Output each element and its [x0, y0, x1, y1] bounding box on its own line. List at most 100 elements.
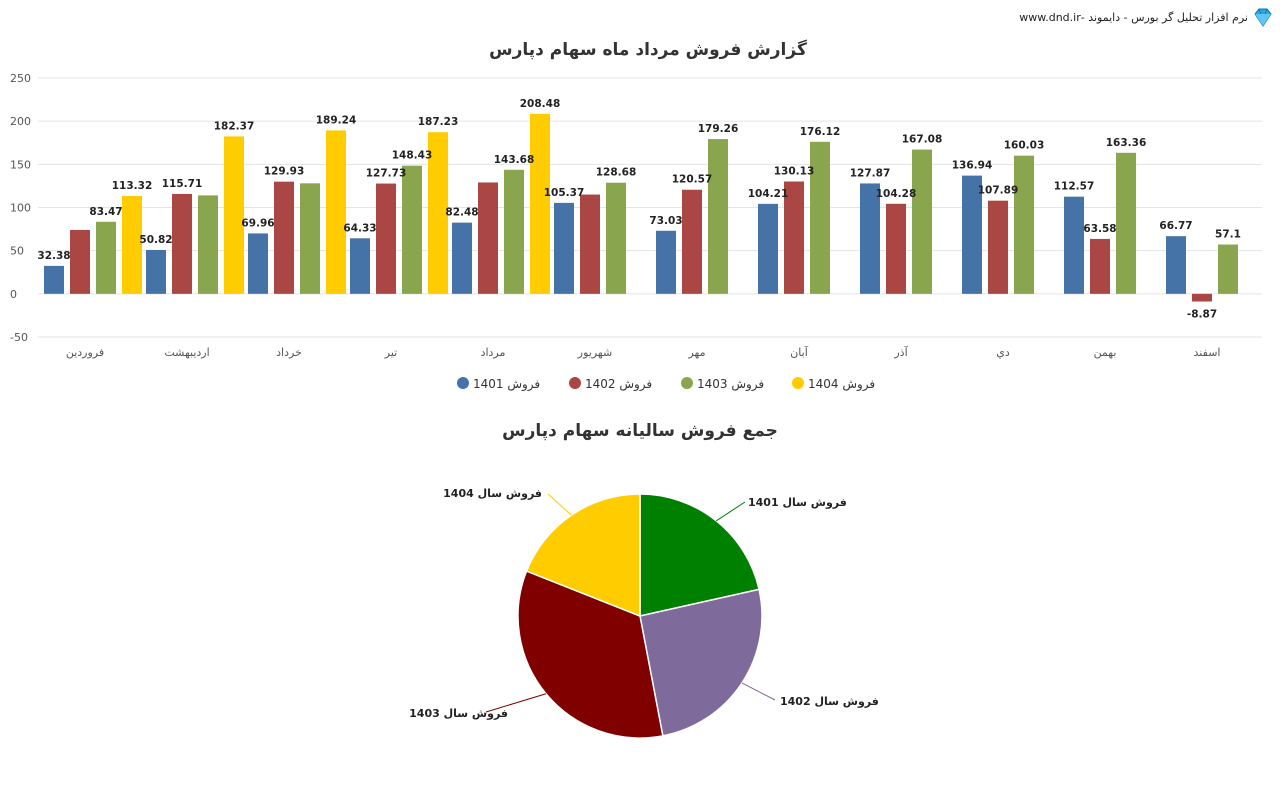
data-label: 167.08 — [902, 134, 943, 146]
data-label: 57.1 — [1215, 229, 1241, 241]
bar — [708, 139, 728, 294]
bar-chart-legend: فروش 1401 فروش 1402 فروش 1403 فروش 1404 — [457, 377, 875, 392]
bar — [962, 175, 982, 294]
legend-label: فروش 1401 — [473, 377, 540, 392]
data-label: 104.28 — [876, 188, 917, 200]
bar — [376, 183, 396, 294]
data-label: 83.47 — [89, 206, 122, 218]
data-label: 63.58 — [1083, 223, 1116, 235]
bar — [758, 203, 778, 294]
bar — [504, 169, 524, 294]
x-tick-label: بهمن — [1094, 346, 1117, 359]
data-label: 115.71 — [162, 178, 203, 190]
bar — [1064, 196, 1084, 294]
y-tick-label: 50 — [10, 245, 24, 258]
data-label: 113.32 — [112, 180, 153, 192]
bar — [224, 136, 244, 294]
pie-label: فروش سال 1402 — [780, 695, 879, 708]
data-label: 130.13 — [774, 165, 815, 177]
legend-label: فروش 1402 — [585, 377, 652, 392]
data-label: 129.93 — [264, 166, 305, 178]
data-label: 105.37 — [544, 187, 585, 199]
y-tick-label: -50 — [10, 331, 28, 344]
bar — [96, 221, 116, 294]
bar — [1014, 155, 1034, 294]
y-tick-label: 0 — [10, 288, 17, 301]
bar — [300, 183, 320, 294]
pie-chart-labels: فروش سال 1401 فروش سال 1402 فروش سال 1403 ف… — [409, 487, 879, 720]
x-tick-label: آذر — [893, 345, 908, 359]
data-label: -8.87 — [1187, 308, 1217, 320]
data-label: 127.87 — [850, 167, 891, 179]
data-label: 112.57 — [1054, 181, 1095, 193]
bar-chart-bars — [44, 113, 1238, 302]
bar — [656, 230, 676, 294]
bar — [402, 165, 422, 294]
pie-slice — [517, 570, 664, 739]
data-label: 128.68 — [596, 167, 637, 179]
data-label: 176.12 — [800, 126, 841, 138]
data-label: 189.24 — [316, 114, 357, 126]
bar — [452, 222, 472, 294]
bar — [580, 194, 600, 294]
data-label: 136.94 — [952, 160, 993, 172]
data-label: 32.38 — [37, 250, 70, 262]
x-tick-label: مرداد — [481, 346, 506, 359]
x-tick-label: دي — [996, 346, 1010, 359]
pie-leader-line — [741, 682, 776, 701]
data-label: 64.33 — [343, 222, 376, 234]
bar — [682, 189, 702, 294]
x-tick-label: آبان — [790, 345, 808, 359]
diamond-icon — [1254, 8, 1272, 27]
bar — [784, 181, 804, 294]
legend-marker — [681, 377, 693, 389]
data-label: 82.48 — [445, 207, 478, 219]
data-label: 208.48 — [520, 98, 561, 110]
bar — [860, 183, 880, 294]
y-tick-label: 200 — [10, 115, 31, 128]
bar — [350, 238, 370, 294]
data-label: 69.96 — [241, 217, 274, 229]
bar-chart-data-labels: 32.38 83.47 113.32 50.82 115.71 182.37 69.96 12… — [37, 98, 1241, 321]
brand-text: نرم افزار تحلیل گر بورس - دایموند -www.d… — [1019, 10, 1248, 24]
y-tick-label: 100 — [10, 202, 31, 215]
pie-leader-line — [547, 493, 572, 516]
brand-header: نرم افزار تحلیل گر بورس - دایموند -www.d… — [1019, 6, 1274, 28]
bar — [912, 149, 932, 294]
bar — [248, 233, 268, 294]
bar — [810, 141, 830, 294]
data-label: 182.37 — [214, 120, 255, 132]
data-label: 107.89 — [978, 185, 1019, 197]
bar — [146, 249, 166, 294]
bar — [988, 200, 1008, 294]
x-tick-label: تیر — [384, 346, 397, 359]
pie-chart-title: جمع فروش سالیانه سهام دپارس — [502, 421, 778, 441]
data-label: 160.03 — [1004, 140, 1045, 152]
bar — [1090, 238, 1110, 294]
y-tick-label: 250 — [10, 72, 31, 85]
bar — [1218, 244, 1238, 294]
pie-leader-line — [716, 501, 746, 522]
data-label: 179.26 — [698, 123, 739, 135]
y-tick-label: 150 — [10, 158, 31, 171]
data-label: 66.77 — [1159, 220, 1192, 232]
bar — [70, 229, 90, 294]
legend-marker — [792, 377, 804, 389]
data-label: 127.73 — [366, 168, 407, 180]
legend-label: فروش 1403 — [697, 377, 764, 392]
x-tick-label: خرداد — [276, 346, 302, 359]
bar — [326, 130, 346, 294]
bar — [1166, 236, 1186, 294]
bar — [198, 195, 218, 294]
x-tick-label: شهریور — [577, 346, 612, 359]
data-label: 73.03 — [649, 215, 682, 227]
pie-chart-slices — [517, 493, 763, 739]
bar-chart-x-axis: فروردین اردیبهشت خرداد تیر مرداد شهریور مهر آبا… — [66, 345, 1221, 359]
pie-leader-line — [485, 693, 547, 713]
x-tick-label: فروردین — [66, 346, 104, 359]
bar — [274, 181, 294, 294]
data-label: 163.36 — [1106, 137, 1147, 149]
data-label: 120.57 — [672, 174, 713, 186]
bar — [530, 113, 550, 294]
x-tick-label: مهر — [687, 346, 705, 359]
